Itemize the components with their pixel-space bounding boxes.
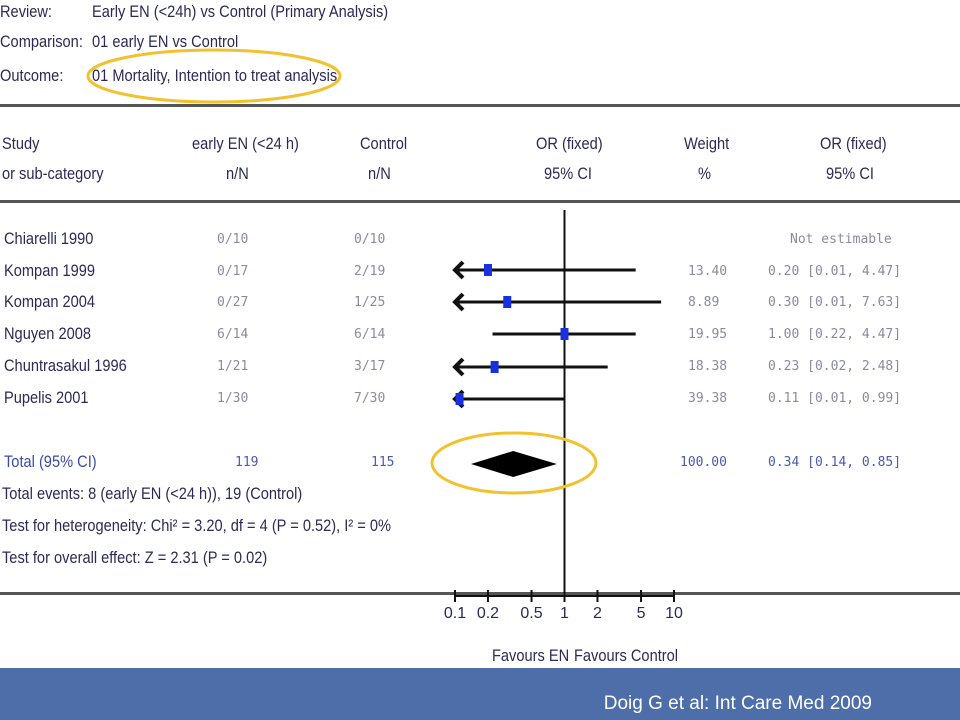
x-tick-label: 0.2	[477, 605, 499, 622]
col-control: Control	[360, 134, 408, 153]
weight-value: 13.40	[688, 264, 728, 279]
study-name: Chiarelli 1990	[4, 229, 94, 248]
x-tick-label: 5	[637, 605, 646, 622]
x-tick-label: 10	[665, 605, 683, 622]
table-divider	[0, 200, 960, 203]
col-weight-pct: %	[698, 164, 712, 183]
overall-effect-test: Test for overall effect: Z = 2.31 (P = 0…	[2, 548, 268, 567]
study-name: Pupelis 2001	[4, 388, 89, 407]
pooled-diamond	[471, 451, 557, 477]
study-name: Kompan 2004	[4, 292, 96, 311]
weight-value: 19.95	[688, 327, 728, 342]
total-control: 115	[371, 455, 395, 470]
or-ci-value: 0.20 [0.01, 4.47]	[768, 264, 902, 279]
review-value: Early EN (<24h) vs Control (Primary Anal…	[92, 2, 389, 21]
total-early-en: 119	[235, 455, 259, 470]
early-en-count: 0/17	[217, 264, 249, 279]
or-ci-value: 0.30 [0.01, 7.63]	[768, 295, 902, 310]
review-label: Review:	[0, 2, 53, 21]
total-ci: 0.34 [0.14, 0.85]	[768, 455, 902, 470]
favours-en-label: Favours EN	[492, 646, 570, 665]
pooled-highlight-ellipse	[430, 431, 598, 495]
or-marker	[490, 361, 499, 373]
favours-control-label: Favours Control	[574, 646, 679, 665]
heterogeneity-test: Test for heterogeneity: Chi² = 3.20, df …	[2, 516, 392, 535]
control-count: 2/19	[354, 264, 386, 279]
early-en-count: 0/10	[217, 232, 249, 247]
ci-arrow-left	[452, 292, 465, 312]
col-weight: Weight	[684, 134, 730, 153]
study-name: Nguyen 2008	[4, 324, 91, 343]
control-count: 3/17	[354, 359, 386, 374]
weight-value: 39.38	[688, 391, 728, 406]
x-tick-label: 0.1	[444, 605, 466, 622]
x-tick-label: 1	[560, 605, 569, 622]
weight-value: 8.89	[688, 295, 720, 310]
col-or-plot: OR (fixed)	[536, 134, 603, 153]
total-events: Total events: 8 (early EN (<24 h)), 19 (…	[2, 484, 303, 503]
comparison-value: 01 early EN vs Control	[92, 32, 239, 51]
or-ci-value: 0.11 [0.01, 0.99]	[768, 391, 902, 406]
col-or-value: OR (fixed)	[820, 134, 887, 153]
outcome-value: 01 Mortality, Intention to treat analysi…	[92, 66, 338, 85]
col-subcategory: or sub-category	[2, 164, 104, 183]
early-en-count: 6/14	[217, 327, 249, 342]
col-control-nn: n/N	[368, 164, 391, 183]
or-ci-value: 0.23 [0.02, 2.48]	[768, 359, 902, 374]
x-tick-label: 0.5	[520, 605, 542, 622]
forest-plot: 0.1 0.2 0.5 1 2 5 10	[86, 48, 683, 622]
col-early-en-nn: n/N	[226, 164, 249, 183]
control-count: 1/25	[354, 295, 386, 310]
header-divider	[0, 104, 960, 107]
early-en-count: 0/27	[217, 295, 249, 310]
footer-divider	[0, 592, 960, 595]
col-study: Study	[2, 134, 40, 153]
col-early-en: early EN (<24 h)	[192, 134, 299, 153]
or-marker	[560, 328, 569, 340]
outcome-label: Outcome:	[0, 66, 64, 85]
or-ci-value: Not estimable	[790, 232, 892, 247]
col-ci-plot: 95% CI	[544, 164, 592, 183]
weight-value: 18.38	[688, 359, 728, 374]
control-count: 6/14	[354, 327, 386, 342]
ci-arrow-left	[452, 260, 465, 280]
total-weight: 100.00	[680, 455, 727, 470]
early-en-count: 1/21	[217, 359, 249, 374]
ci-arrow-left	[452, 357, 465, 377]
or-marker	[503, 296, 512, 308]
comparison-label: Comparison:	[0, 32, 83, 51]
x-tick-label: 2	[593, 605, 602, 622]
early-en-count: 1/30	[217, 391, 249, 406]
study-name: Kompan 1999	[4, 261, 96, 280]
study-name: Chuntrasakul 1996	[4, 356, 127, 375]
citation-text: Doig G et al: Int Care Med 2009	[603, 693, 872, 714]
control-count: 0/10	[354, 232, 386, 247]
citation-banner	[0, 668, 960, 720]
or-ci-value: 1.00 [0.22, 4.47]	[768, 327, 902, 342]
total-label: Total (95% CI)	[4, 452, 97, 471]
or-marker	[483, 264, 492, 276]
control-count: 7/30	[354, 391, 386, 406]
col-ci-value: 95% CI	[826, 164, 874, 183]
or-marker	[455, 393, 464, 405]
outcome-highlight-ellipse	[86, 48, 342, 104]
